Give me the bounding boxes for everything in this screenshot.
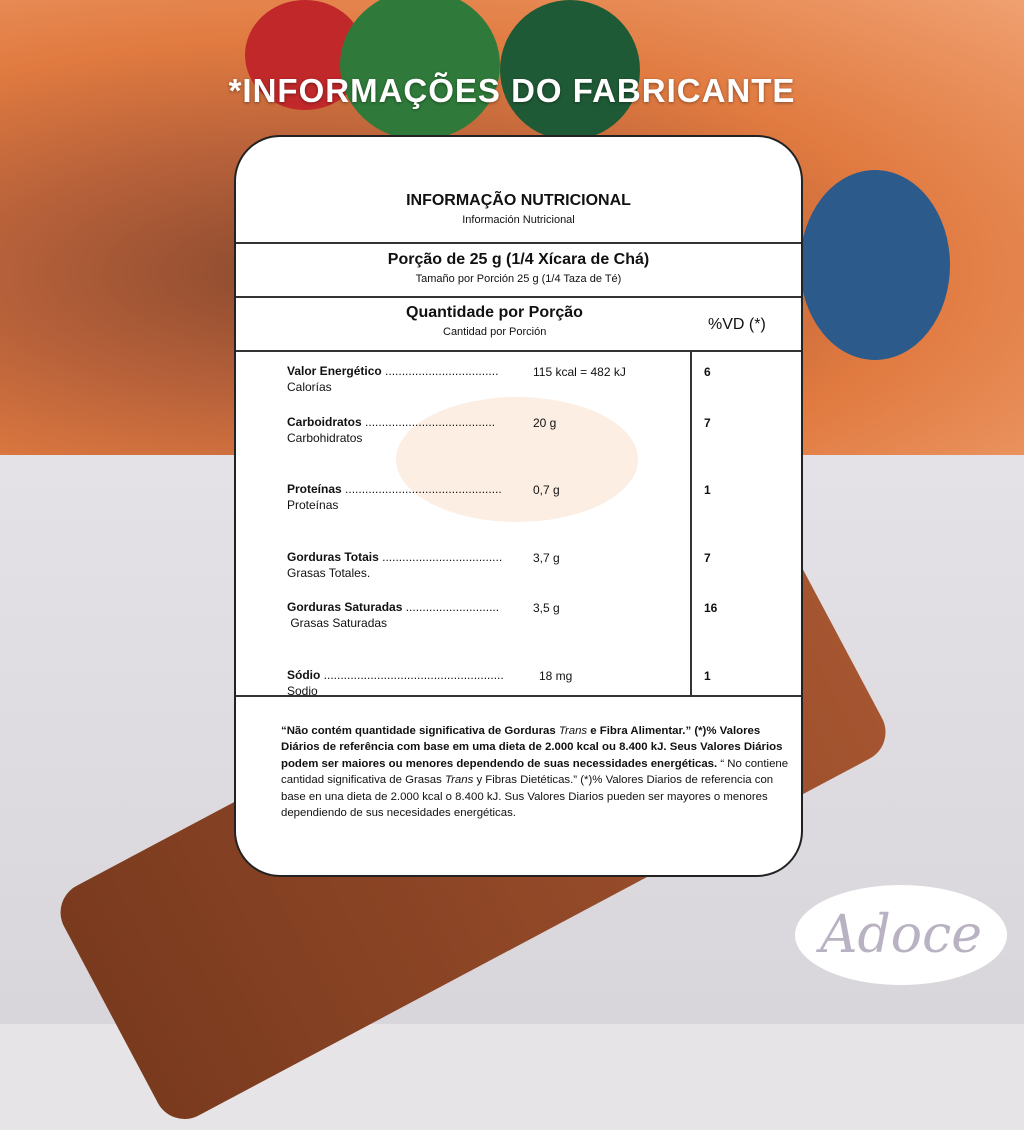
leader-dots: .................................... bbox=[382, 550, 503, 564]
nutrient-vd: 7 bbox=[704, 416, 711, 430]
leader-dots: ....................................... bbox=[365, 415, 496, 429]
portion-es: Tamaño por Porción 25 g (1/4 Taza de Té) bbox=[415, 273, 622, 285]
quantity-header: Quantidade por Porção bbox=[406, 304, 583, 321]
nutrient-name-es: Grasas Saturadas bbox=[287, 616, 388, 630]
green-egg bbox=[340, 0, 500, 140]
nutrient-name-es: Sodio bbox=[287, 684, 318, 698]
nutrient-vd: 16 bbox=[704, 601, 718, 615]
nutrient-name: Sódio bbox=[287, 668, 321, 682]
nutrient-name: Carboidratos bbox=[287, 415, 362, 429]
nutrient-amount: 0,7 g bbox=[533, 483, 560, 497]
leader-dots: ............................ bbox=[405, 600, 500, 614]
leader-dots: ........................................… bbox=[345, 482, 502, 496]
nutrient-amount: 20 g bbox=[533, 416, 557, 430]
nutrient-amount: 3,5 g bbox=[533, 601, 560, 615]
dark-green-egg bbox=[500, 0, 640, 140]
column-divider bbox=[690, 351, 692, 697]
nutrient-amount: 3,7 g bbox=[533, 551, 560, 565]
blue-egg bbox=[800, 170, 950, 360]
nutrient-name-es: Proteínas bbox=[287, 498, 339, 512]
headline: *INFORMAÇÕES DO FABRICANTE bbox=[228, 72, 796, 109]
nutrient-name-es: Grasas Totales. bbox=[287, 566, 371, 580]
adoce-logo: Adoce bbox=[795, 885, 1007, 985]
nutrient-name: Proteínas bbox=[287, 482, 342, 496]
table-title-es: Información Nutricional bbox=[462, 214, 575, 226]
nutrient-name: Valor Energético bbox=[287, 364, 382, 378]
table-title: INFORMAÇÃO NUTRICIONAL bbox=[406, 192, 631, 209]
footnote-pt: “Não contém quantidade significativa de … bbox=[281, 725, 783, 770]
nutrient-vd: 1 bbox=[704, 669, 711, 683]
divider bbox=[236, 350, 801, 352]
divider bbox=[236, 296, 801, 298]
leader-dots: .................................. bbox=[385, 364, 499, 378]
nutrient-name: Gorduras Saturadas bbox=[287, 600, 403, 614]
nutrition-facts-card: INFORMAÇÃO NUTRICIONAL Información Nutri… bbox=[234, 135, 803, 877]
nutrient-name-es: Carbohidratos bbox=[287, 431, 363, 445]
footnote: “Não contém quantidade significativa de … bbox=[281, 723, 791, 821]
nutrient-amount: 18 mg bbox=[539, 669, 573, 683]
portion: Porção de 25 g (1/4 Xícara de Chá) bbox=[387, 251, 650, 268]
nutrient-name: Gorduras Totais bbox=[287, 550, 379, 564]
leader-dots: ........................................… bbox=[323, 668, 504, 682]
vd-header: %VD (*) bbox=[708, 316, 766, 333]
nutrient-vd: 1 bbox=[704, 483, 711, 497]
quantity-header-es: Cantidad por Porción bbox=[443, 326, 547, 338]
nutrient-vd: 7 bbox=[704, 551, 711, 565]
divider bbox=[236, 242, 801, 244]
watermark-logo bbox=[396, 397, 638, 522]
divider bbox=[236, 695, 801, 697]
nutrient-vd: 6 bbox=[704, 365, 711, 379]
footnote-es: “ No contiene cantidad significativa de … bbox=[281, 757, 789, 820]
nutrient-name-es: Calorías bbox=[287, 380, 332, 394]
nutrient-amount: 115 kcal = 482 kJ bbox=[533, 365, 626, 379]
